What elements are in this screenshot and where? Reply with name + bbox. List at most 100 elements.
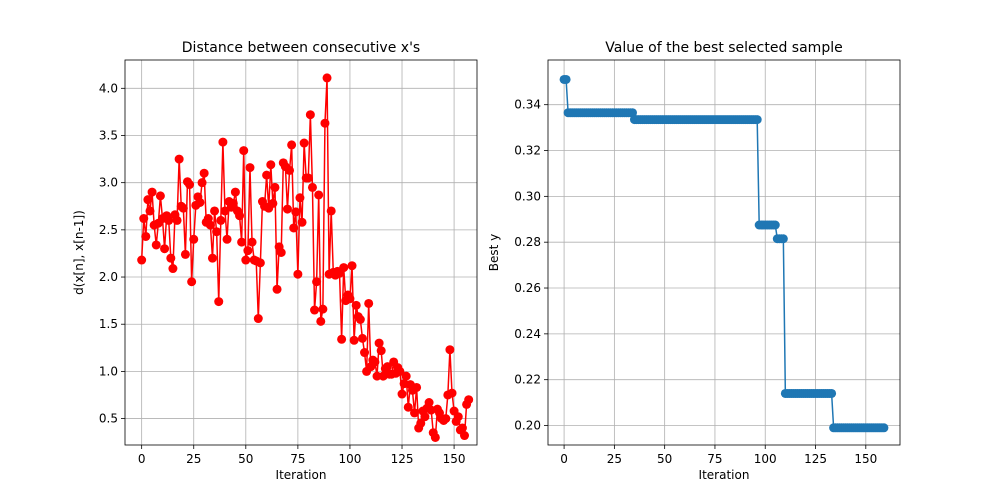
data-point [180,249,190,259]
data-point [270,182,280,192]
data-point [239,146,249,156]
data-point [627,108,637,118]
y-tick-label: 0.30 [514,189,541,203]
data-point [247,237,257,247]
data-point [245,163,255,173]
data-point [178,203,188,213]
data-point [355,315,365,324]
data-point [287,140,297,150]
x-tick-label: 150 [443,452,466,466]
data-point [314,190,324,200]
x-tick-label: 0 [138,452,146,466]
data-point [441,414,451,424]
chart-title: Distance between consecutive x's [182,40,420,56]
data-point [339,263,349,273]
data-point [145,206,155,216]
data-point [282,204,292,214]
data-point [412,382,422,392]
x-axis-label: Iteration [699,468,750,482]
data-point [420,412,430,422]
data-point [143,195,153,205]
x-tick-label: 150 [854,452,877,466]
y-tick-label: 0.28 [514,235,541,249]
x-tick-label: 125 [804,452,827,466]
data-point [276,248,286,257]
data-point [395,366,405,376]
data-point [360,348,370,358]
data-point [322,73,332,83]
data-point [187,277,197,287]
data-point [212,227,222,237]
x-tick-label: 75 [707,452,722,466]
data-point [216,215,226,225]
data-point [312,277,322,287]
y-tick-label: 2.0 [99,270,118,284]
x-tick-label: 125 [391,452,414,466]
data-point [155,191,165,201]
data-point [445,345,455,355]
data-point [318,304,328,314]
data-point [460,431,469,441]
y-tick-label: 0.5 [99,412,118,426]
data-point [345,294,355,304]
x-tick-label: 50 [238,452,253,466]
data-point [424,398,434,408]
data-point [401,371,411,381]
data-point [382,362,392,372]
data-point [453,412,463,422]
y-tick-label: 0.34 [514,98,541,112]
data-point [174,154,184,164]
data-point [272,284,282,294]
data-point [241,255,251,265]
data-point [172,215,182,225]
y-axis-label: Best y [487,234,501,272]
data-point [166,253,176,263]
data-point [770,220,780,230]
data-point [151,240,161,250]
data-point [141,231,151,241]
data-point [185,180,195,190]
data-point [137,255,147,265]
data-point [457,423,467,433]
chart-title: Value of the best selected sample [605,40,842,56]
data-point [299,138,309,148]
data-point [370,357,380,367]
data-point [326,206,336,216]
data-point [237,237,247,247]
y-tick-label: 3.5 [99,128,118,142]
data-point [430,432,440,442]
data-point [230,187,240,197]
data-point [305,110,315,120]
data-point [289,223,299,233]
data-point [316,316,326,326]
data-point [403,402,413,412]
x-tick-label: 0 [560,452,568,466]
data-point [357,333,367,343]
x-tick-label: 50 [657,452,672,466]
y-tick-label: 0.26 [514,281,541,295]
axes-frame [547,59,901,446]
data-point [205,220,215,230]
data-point [349,335,359,345]
series-line [564,78,884,429]
data-point [778,234,788,244]
data-point [372,371,382,381]
data-point [195,197,205,207]
data-point [447,388,457,398]
data-point [147,187,157,197]
data-point [303,173,313,183]
y-tick-label: 4.0 [99,81,118,95]
data-point [320,118,330,128]
data-point [879,423,889,433]
series-line [140,77,470,438]
y-tick-label: 0.20 [514,419,541,433]
data-point [207,253,217,263]
data-point [310,305,320,315]
data-point [197,178,207,188]
y-tick-label: 2.5 [99,223,118,237]
data-point [464,395,474,405]
data-point [374,338,384,348]
y-tick-label: 1.0 [99,364,118,378]
y-tick-label: 1.5 [99,317,118,331]
